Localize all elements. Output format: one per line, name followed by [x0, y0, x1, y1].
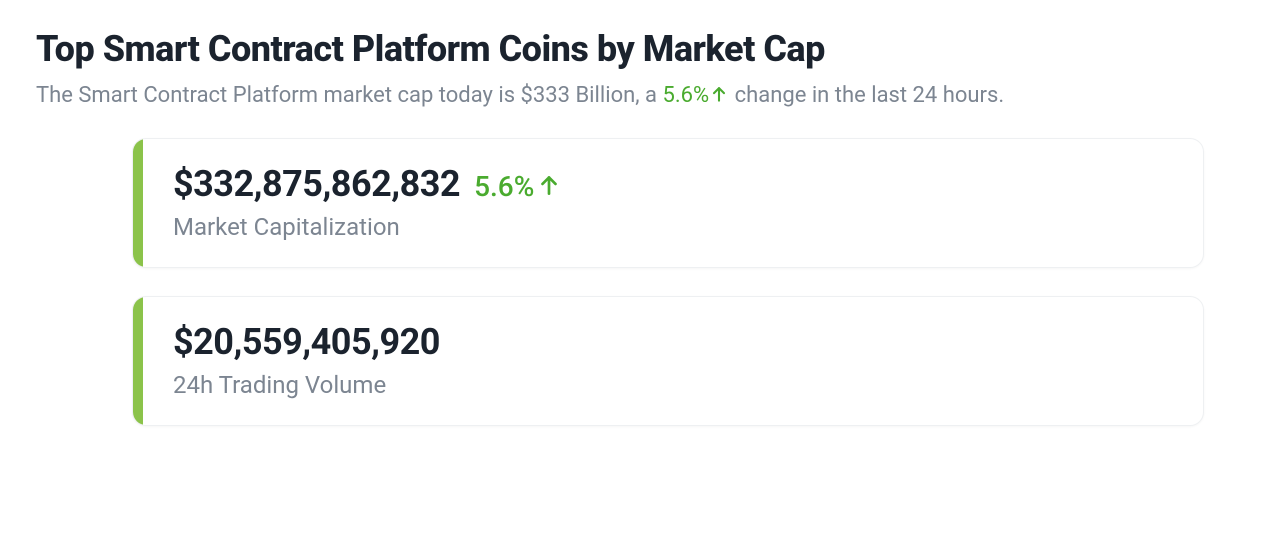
subtitle-pct: 5.6% — [662, 83, 709, 108]
subtitle-amount: $333 Billion — [521, 83, 636, 108]
stat-cards: $332,875,862,832 5.6% Market Capitalizat… — [36, 138, 1244, 426]
volume-card: $20,559,405,920 24h Trading Volume — [132, 296, 1204, 426]
market-cap-change-pct: 5.6% — [474, 170, 534, 203]
volume-value-row: $20,559,405,920 — [173, 321, 1171, 363]
page-subtitle: The Smart Contract Platform market cap t… — [36, 83, 1244, 110]
subtitle-mid: , a — [635, 83, 662, 108]
card-accent-bar — [133, 139, 143, 267]
volume-value: $20,559,405,920 — [173, 321, 440, 363]
market-cap-value-row: $332,875,862,832 5.6% — [173, 163, 1171, 205]
market-cap-change: 5.6% — [474, 170, 562, 203]
card-accent-bar — [133, 297, 143, 425]
volume-label: 24h Trading Volume — [173, 371, 1171, 399]
subtitle-suffix: change in the last 24 hours. — [729, 83, 1004, 108]
market-cap-label: Market Capitalization — [173, 213, 1171, 241]
market-cap-card: $332,875,862,832 5.6% Market Capitalizat… — [132, 138, 1204, 268]
arrow-up-icon — [709, 84, 729, 110]
page-title: Top Smart Contract Platform Coins by Mar… — [36, 28, 1244, 71]
arrow-up-icon — [536, 170, 562, 203]
market-cap-value: $332,875,862,832 — [173, 163, 460, 205]
subtitle-prefix: The Smart Contract Platform market cap t… — [36, 83, 521, 108]
